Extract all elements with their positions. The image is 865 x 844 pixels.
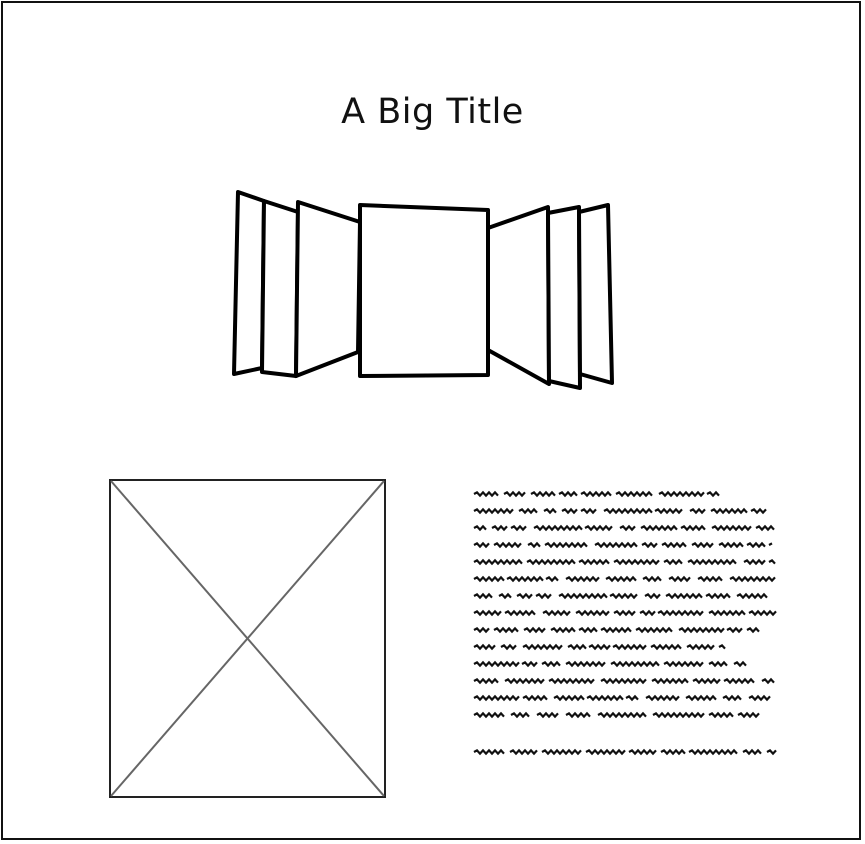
cover-flow-panel-center[interactable] <box>358 203 490 378</box>
scribble-line <box>473 643 726 651</box>
scribble-line <box>473 626 760 634</box>
scribble-line <box>473 592 768 600</box>
scribble-line <box>473 748 777 756</box>
scribble-line <box>473 575 776 583</box>
cover-flow-panel-right-2 <box>546 205 582 390</box>
scribble-line <box>473 490 720 498</box>
scribble-line <box>473 558 776 566</box>
scribble-line <box>473 507 767 515</box>
scribble-line <box>473 524 775 532</box>
scribble-line <box>473 677 775 685</box>
cover-flow-panel-left-2 <box>260 199 300 378</box>
cover-flow-panel-left-1 <box>294 200 362 378</box>
scribble-text-block <box>473 490 777 756</box>
cover-flow-panel-right-1 <box>486 205 551 386</box>
cover-flow-panel-left-3 <box>232 190 266 376</box>
scribble-line <box>473 609 777 617</box>
image-placeholder <box>109 479 386 798</box>
placeholder-diagonal-2 <box>110 480 385 797</box>
cover-flow-panel-right-3 <box>577 203 614 385</box>
scribble-line <box>473 694 771 702</box>
scribble-line <box>473 541 773 549</box>
page-title: A Big Title <box>341 92 524 132</box>
scribble-line <box>473 660 747 668</box>
scribble-line <box>473 711 760 719</box>
